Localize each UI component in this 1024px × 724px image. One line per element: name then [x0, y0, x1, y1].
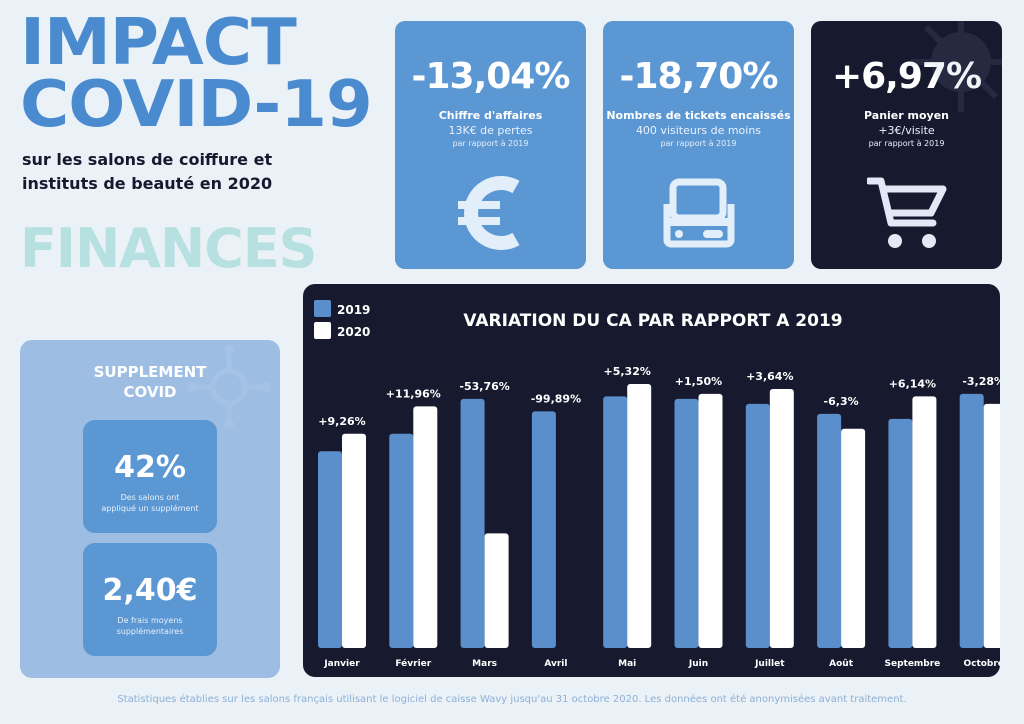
kpi-card-basket: +6,97% Panier moyen +3€/visite par rappo… [811, 21, 1002, 269]
section-heading: FINANCES [20, 217, 318, 280]
data-label: +3,64% [746, 370, 793, 383]
kpi-card-tickets: -18,70% Nombres de tickets encaissés 400… [603, 21, 794, 269]
bar-2020-janvier [342, 433, 366, 648]
footer-note: Statistiques établies sur les salons fra… [117, 694, 907, 705]
data-label: -99,89% [531, 392, 581, 405]
stat-value: 2,40€ [102, 573, 198, 608]
supplement-title-line-1: SUPPLEMENT [93, 363, 207, 381]
x-tick-label: Janvier [323, 659, 360, 669]
virus-icon [911, 21, 1002, 112]
revenue-variation-chart: 2019 2020 VARIATION DU CA PAR RAPPORT A … [303, 284, 1000, 677]
stat-desc-line-2: appliqué un supplément [101, 504, 199, 513]
data-label: -3,28% [962, 375, 1000, 388]
subtitle-line-1: sur les salons de coiffure et [22, 150, 273, 169]
bar-2019-août [817, 413, 842, 648]
bar-2019-mai [603, 396, 628, 648]
x-tick-label: Février [395, 658, 431, 669]
x-tick-label: Juillet [754, 659, 785, 669]
kpi-card-revenue: -13,04% Chiffre d'affaires 13K€ de perte… [395, 21, 586, 269]
kpi-value: -13,04% [411, 56, 571, 97]
stat-desc: Des salons ont appliqué un supplément [83, 492, 217, 514]
x-tick-label: Août [829, 659, 854, 669]
stat-card-fees: 2,40€ De frais moyens supplémentaires [83, 543, 217, 656]
subtitle: sur les salons de coiffure et instituts … [22, 148, 272, 196]
supplement-title-line-2: COVID [123, 383, 177, 401]
kpi-note: par rapport à 2019 [452, 139, 529, 148]
data-label: -53,76% [459, 380, 509, 393]
kpi-label: Panier moyen [864, 109, 949, 122]
bar-2020-juillet [769, 388, 794, 648]
data-label: +1,50% [675, 375, 722, 388]
bar-2019-avril [531, 411, 556, 648]
bar-2020-mai [627, 383, 652, 648]
x-tick-label: Avril [544, 659, 567, 669]
bar-2020-octobre [983, 403, 1000, 648]
bar-2020-septembre [912, 396, 937, 648]
stat-desc-line-1: Des salons ont [120, 493, 180, 502]
data-label: -6,3% [824, 395, 859, 408]
bar-2019-septembre [888, 418, 913, 648]
x-tick-label: Juin [688, 659, 708, 669]
data-label: +11,96% [386, 387, 441, 400]
bar-2019-juin [674, 398, 699, 648]
kpi-sub: 400 visiteurs de moins [635, 124, 762, 137]
subtitle-line-2: instituts de beauté en 2020 [22, 174, 273, 193]
bar-2020-août [841, 428, 866, 648]
supplement-panel: SUPPLEMENT COVID 42% Des salons ont appl… [20, 340, 280, 678]
kpi-note: par rapport à 2019 [660, 139, 737, 148]
kpi-value: -18,70% [619, 56, 779, 97]
title-line-1: IMPACT [20, 6, 297, 80]
legend-label-2019: 2019 [337, 303, 370, 317]
bar-2019-mars [460, 398, 485, 648]
supplement-title: SUPPLEMENT COVID [20, 362, 280, 402]
kpi-label: Nombres de tickets encaissés [606, 109, 791, 122]
data-label: +9,26% [318, 415, 365, 428]
legend-swatch-2020 [314, 322, 331, 339]
title-line-2: COVID-19 [20, 68, 373, 142]
data-label: +6,14% [889, 377, 936, 390]
stat-value: 42% [114, 450, 186, 485]
bar-2019-janvier [318, 451, 342, 648]
x-tick-label: Septembre [884, 659, 940, 669]
legend-swatch-2019 [314, 300, 331, 317]
x-tick-label: Mai [618, 659, 636, 669]
chart-canvas: 2019 2020 VARIATION DU CA PAR RAPPORT A … [314, 300, 1000, 669]
bar-2020-février [413, 406, 438, 648]
shopping-cart-icon [811, 171, 1002, 255]
bar-2019-juillet [745, 403, 770, 648]
kpi-sub: 13K€ de pertes [448, 124, 533, 137]
stat-desc-line-2: supplémentaires [116, 627, 184, 636]
stat-card-salons: 42% Des salons ont appliqué un supplémen… [83, 420, 217, 533]
chart-title: VARIATION DU CA PAR RAPPORT A 2019 [463, 311, 842, 331]
legend-label-2020: 2020 [337, 325, 370, 339]
cash-register-icon [603, 171, 794, 255]
stat-desc: De frais moyens supplémentaires [83, 615, 217, 637]
bar-2020-juin [698, 393, 723, 648]
virus-icon [187, 345, 271, 429]
x-tick-label: Octobre [963, 659, 1000, 669]
x-tick-label: Mars [472, 659, 497, 669]
euro-icon [395, 171, 586, 255]
title: IMPACT COVID-19 [20, 6, 373, 142]
bar-2019-octobre [959, 393, 984, 648]
kpi-label: Chiffre d'affaires [438, 109, 543, 122]
stat-desc-line-1: De frais moyens [117, 616, 183, 625]
kpi-sub: +3€/visite [878, 124, 935, 137]
bar-2019-février [389, 433, 414, 648]
bar-2020-mars [484, 533, 509, 648]
data-label: +5,32% [604, 365, 651, 378]
kpi-note: par rapport à 2019 [868, 139, 945, 148]
kpi-value: +6,97% [831, 56, 982, 97]
